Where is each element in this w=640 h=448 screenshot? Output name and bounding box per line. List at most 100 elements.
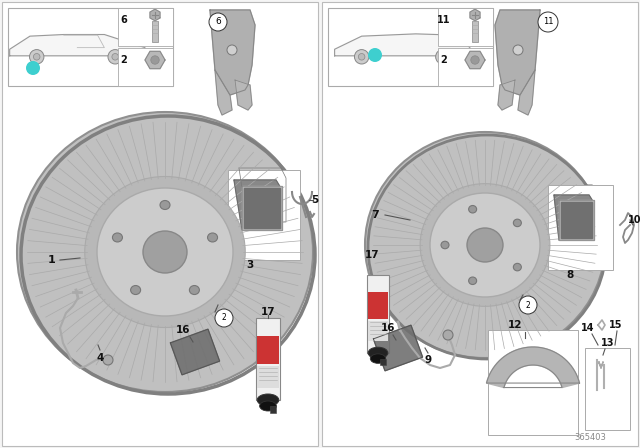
Text: 11: 11	[543, 17, 553, 26]
Bar	[2, 2, 318, 446]
Ellipse shape	[420, 184, 550, 306]
Ellipse shape	[371, 354, 386, 363]
Ellipse shape	[468, 206, 477, 213]
Text: 2: 2	[120, 55, 127, 65]
Polygon shape	[242, 186, 282, 230]
Polygon shape	[234, 180, 282, 230]
Ellipse shape	[368, 347, 388, 358]
Circle shape	[471, 56, 479, 64]
Circle shape	[33, 53, 40, 60]
Bar	[270, 406, 276, 413]
Circle shape	[215, 309, 233, 327]
Bar	[118, 48, 173, 86]
Polygon shape	[465, 52, 485, 69]
Polygon shape	[558, 185, 597, 233]
Ellipse shape	[365, 132, 605, 358]
Polygon shape	[10, 34, 145, 56]
Text: 9: 9	[424, 355, 431, 365]
Bar	[488, 330, 578, 435]
Circle shape	[209, 13, 227, 31]
Text: 365403: 365403	[574, 434, 606, 443]
Polygon shape	[486, 347, 579, 388]
Circle shape	[368, 48, 382, 62]
Polygon shape	[498, 80, 515, 110]
Circle shape	[108, 50, 122, 64]
Circle shape	[112, 53, 118, 60]
Bar	[228, 170, 300, 260]
Bar	[257, 366, 279, 388]
Polygon shape	[373, 325, 422, 371]
Circle shape	[440, 53, 446, 60]
Text: 8: 8	[566, 270, 573, 280]
Text: 10: 10	[628, 215, 640, 225]
Text: 2: 2	[440, 55, 447, 65]
Ellipse shape	[113, 233, 122, 242]
Bar	[380, 358, 386, 365]
Polygon shape	[495, 10, 540, 95]
Circle shape	[358, 53, 365, 60]
Bar	[256, 318, 280, 400]
Ellipse shape	[207, 233, 218, 242]
Circle shape	[513, 45, 523, 55]
Circle shape	[26, 61, 40, 75]
Ellipse shape	[17, 112, 313, 392]
Ellipse shape	[257, 394, 279, 406]
Ellipse shape	[131, 285, 141, 294]
Bar	[368, 321, 388, 341]
Polygon shape	[239, 168, 286, 222]
Polygon shape	[150, 9, 160, 21]
Ellipse shape	[513, 263, 522, 271]
Ellipse shape	[84, 177, 245, 327]
Bar	[548, 185, 613, 270]
Bar	[322, 2, 638, 446]
Polygon shape	[335, 34, 470, 56]
Text: 2: 2	[525, 301, 531, 310]
Ellipse shape	[189, 285, 200, 294]
Bar	[367, 275, 389, 353]
Polygon shape	[559, 200, 594, 240]
Text: 16: 16	[381, 323, 396, 333]
Ellipse shape	[513, 219, 522, 227]
Polygon shape	[170, 329, 220, 375]
Polygon shape	[215, 70, 232, 115]
Ellipse shape	[468, 277, 477, 284]
Circle shape	[227, 45, 237, 55]
Bar	[438, 8, 493, 46]
Circle shape	[355, 50, 369, 64]
Bar	[8, 8, 173, 86]
Ellipse shape	[260, 401, 276, 411]
Text: 17: 17	[260, 307, 275, 317]
Bar	[152, 21, 157, 42]
Polygon shape	[235, 80, 252, 110]
Ellipse shape	[160, 201, 170, 210]
Circle shape	[443, 330, 453, 340]
Bar	[257, 336, 279, 364]
Polygon shape	[244, 188, 280, 228]
Polygon shape	[518, 70, 535, 115]
Ellipse shape	[143, 231, 187, 273]
Text: 5: 5	[312, 195, 319, 205]
Text: 1: 1	[48, 255, 56, 265]
Polygon shape	[554, 195, 594, 240]
Bar	[585, 348, 630, 430]
Bar	[368, 292, 388, 319]
Polygon shape	[145, 52, 165, 69]
Text: 3: 3	[246, 260, 253, 270]
Circle shape	[151, 56, 159, 64]
Ellipse shape	[97, 188, 233, 316]
Polygon shape	[470, 9, 480, 21]
Text: 7: 7	[371, 210, 379, 220]
Bar	[438, 48, 493, 86]
Bar	[472, 21, 477, 42]
Text: 12: 12	[508, 320, 522, 330]
Circle shape	[103, 355, 113, 365]
Polygon shape	[561, 202, 592, 238]
Circle shape	[538, 12, 558, 32]
Circle shape	[436, 50, 450, 64]
Text: 14: 14	[581, 323, 595, 333]
Text: 2: 2	[221, 314, 227, 323]
Text: 15: 15	[609, 320, 623, 330]
Text: 6: 6	[120, 15, 127, 25]
Ellipse shape	[467, 228, 503, 262]
Text: 13: 13	[601, 338, 615, 348]
